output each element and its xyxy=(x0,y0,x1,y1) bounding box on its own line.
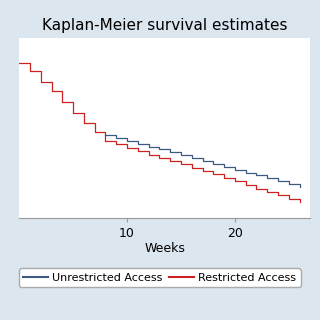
X-axis label: Weeks: Weeks xyxy=(144,243,185,255)
Title: Kaplan-Meier survival estimates: Kaplan-Meier survival estimates xyxy=(42,18,288,33)
Legend: Unrestricted Access, Restricted Access: Unrestricted Access, Restricted Access xyxy=(19,268,300,287)
